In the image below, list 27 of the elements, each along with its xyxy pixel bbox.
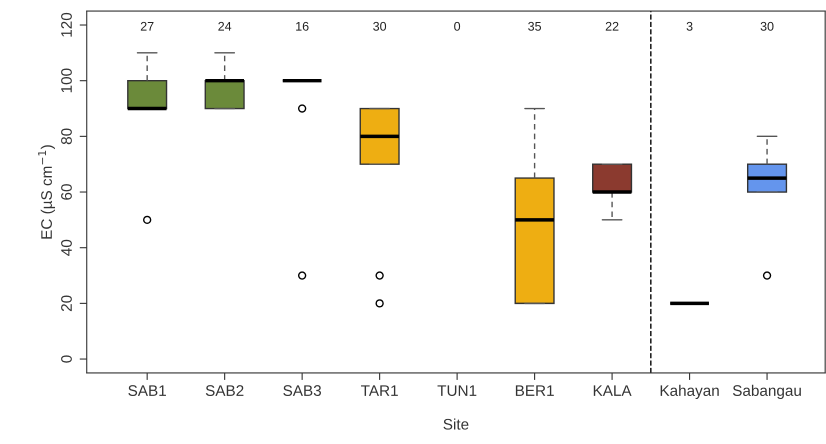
y-tick-label: 0 <box>61 355 72 363</box>
x-tick-label: TUN1 <box>438 385 476 396</box>
y-tick-label: 100 <box>61 68 72 92</box>
annotation: 30 <box>760 22 774 31</box>
annotation: 3 <box>686 22 692 31</box>
x-tick-label: Sabangau <box>732 384 801 400</box>
y-axis-title: EC (µS cm$^{−1}$) <box>38 145 55 239</box>
y-tick-label: 20 <box>61 295 72 312</box>
annotation: 30 <box>373 22 386 31</box>
annotation: 27 <box>140 22 154 31</box>
x-tick-label: KALA <box>594 385 632 396</box>
annotation: 22 <box>606 22 618 31</box>
annotation: 0 <box>454 22 460 31</box>
annotation: 35 <box>528 22 542 31</box>
x-tick-label: SAB2 <box>206 385 244 396</box>
annotation: 24 <box>218 22 232 31</box>
annotation: 16 <box>296 22 309 31</box>
y-tick-label: 40 <box>61 240 72 256</box>
x-axis-title: Site <box>443 418 468 430</box>
x-tick-label: SAB3 <box>283 385 322 396</box>
y-tick-label: 120 <box>61 12 72 37</box>
x-tick-label: BER1 <box>516 385 554 396</box>
x-tick-label: SAB1 <box>128 385 166 396</box>
y-tick-label: 80 <box>61 128 72 144</box>
x-tick-label: TAR1 <box>361 385 398 396</box>
y-tick-label: 60 <box>61 184 72 200</box>
x-tick-label: Kahayan <box>660 384 719 400</box>
